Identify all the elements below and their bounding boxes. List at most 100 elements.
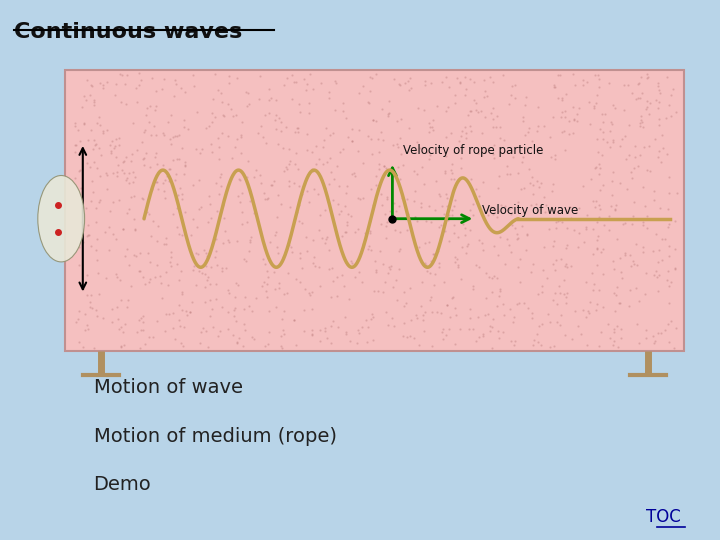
Point <box>408 166 420 175</box>
Point <box>423 119 435 127</box>
Text: Motion of medium (rope): Motion of medium (rope) <box>94 427 337 446</box>
Point <box>651 272 662 281</box>
Point <box>426 308 438 316</box>
Point <box>90 204 102 212</box>
Point <box>548 237 559 246</box>
Point <box>513 198 524 207</box>
Point <box>431 102 443 110</box>
Point <box>72 315 84 323</box>
Point <box>509 80 521 89</box>
Point <box>394 202 405 211</box>
Point <box>607 136 618 144</box>
Point <box>653 115 665 124</box>
Point <box>91 119 103 127</box>
Point <box>288 78 300 86</box>
Point <box>530 200 541 208</box>
Point <box>547 241 559 250</box>
Point <box>504 170 516 178</box>
Point <box>345 256 356 265</box>
Point <box>273 279 284 287</box>
Point <box>89 136 100 145</box>
Point <box>427 116 438 124</box>
Point <box>460 134 472 143</box>
Point <box>527 181 539 190</box>
Point <box>449 220 460 229</box>
Point <box>611 291 622 299</box>
Point <box>84 163 96 172</box>
Point <box>634 122 646 130</box>
Point <box>441 133 452 141</box>
Point <box>621 185 633 194</box>
Point <box>97 80 109 89</box>
Point <box>89 158 100 166</box>
Point <box>480 87 491 96</box>
Point <box>470 106 482 114</box>
Point <box>459 123 471 131</box>
Point <box>663 338 675 347</box>
Point <box>370 70 382 78</box>
Point <box>350 272 361 281</box>
Point <box>176 306 188 314</box>
Point <box>277 144 289 152</box>
Point <box>423 127 435 136</box>
Point <box>174 230 185 239</box>
Point <box>388 75 400 84</box>
Point <box>455 274 467 283</box>
Point <box>301 130 312 139</box>
Point <box>313 226 325 234</box>
Point <box>597 118 608 126</box>
Point <box>411 217 423 226</box>
Point <box>401 226 413 234</box>
Point <box>591 91 603 100</box>
Point <box>83 221 94 230</box>
Point <box>256 281 268 290</box>
Point <box>115 323 127 332</box>
Point <box>73 242 84 251</box>
Point <box>120 152 132 161</box>
Point <box>653 120 665 129</box>
Point <box>634 118 646 127</box>
Point <box>276 315 288 323</box>
Point <box>546 186 558 195</box>
Point <box>592 300 603 308</box>
Point <box>532 122 544 130</box>
Point <box>114 296 126 305</box>
Point <box>97 129 109 137</box>
Point <box>145 231 157 240</box>
Point <box>240 326 251 334</box>
Point <box>286 71 297 79</box>
Point <box>653 271 665 280</box>
Point <box>477 332 489 340</box>
Point <box>222 307 234 316</box>
Point <box>492 251 503 259</box>
Point <box>119 252 130 260</box>
Point <box>516 185 527 194</box>
Point <box>178 123 189 131</box>
Point <box>310 261 321 270</box>
Point <box>207 109 218 117</box>
Point <box>304 70 315 78</box>
Point <box>248 208 260 217</box>
Point <box>452 261 464 269</box>
Point <box>243 157 254 165</box>
Point <box>323 179 334 188</box>
Point <box>170 335 181 343</box>
Point <box>588 286 599 295</box>
Point <box>391 140 402 149</box>
Point <box>641 326 652 335</box>
Ellipse shape <box>37 176 85 262</box>
Point <box>156 278 167 287</box>
Point <box>441 194 453 202</box>
Point <box>388 199 400 207</box>
Point <box>276 341 287 350</box>
Point <box>544 318 555 326</box>
Point <box>563 117 575 125</box>
Point <box>107 169 118 178</box>
Point <box>122 296 134 305</box>
Point <box>438 219 450 227</box>
Point <box>361 132 373 140</box>
Point <box>554 282 565 291</box>
Point <box>376 105 387 113</box>
Point <box>111 167 122 176</box>
Point <box>414 341 426 349</box>
